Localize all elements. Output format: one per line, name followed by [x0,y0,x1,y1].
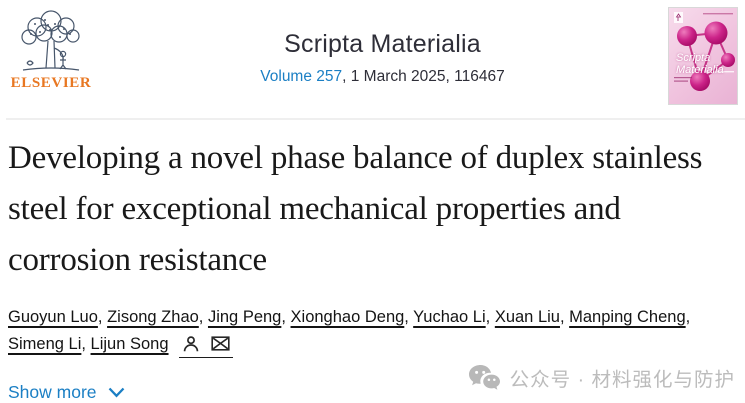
person-icon[interactable] [182,335,200,353]
envelope-icon[interactable] [210,336,230,351]
issue-line: Volume 257, 1 March 2025, 116467 [97,68,668,86]
author-link[interactable]: Zisong Zhao [107,308,199,327]
author-link[interactable]: Lijun Song [90,334,169,353]
author-list: Guoyun Luo, Zisong Zhao, Jing Peng, Xion… [8,308,691,353]
show-more-button[interactable]: Show more [8,382,125,403]
header-divider [6,118,745,120]
author-link[interactable]: Jing Peng [207,308,282,327]
author-link[interactable]: Guoyun Luo [8,308,98,327]
chevron-down-icon [108,387,125,398]
author-link[interactable]: Manping Cheng [569,308,686,327]
elsevier-wordmark: ELSEVIER [10,75,92,91]
elsevier-tree-icon [5,10,97,74]
author-detail-buttons[interactable] [178,335,233,358]
elsevier-logo: ELSEVIER [5,7,97,92]
author-link[interactable]: Simeng Li [8,334,82,353]
author-link[interactable]: Yuchao Li [413,308,486,327]
journal-cover-thumbnail[interactable]: Scripta Materialia [668,7,738,105]
article-title: Developing a novel phase balance of dupl… [8,140,703,278]
author-link[interactable]: Xuan Liu [494,308,560,327]
volume-link[interactable]: Volume 257 [260,68,343,85]
author-link[interactable]: Xionghao Deng [290,308,405,327]
author-line: Guoyun Luo, Zisong Zhao, Jing Peng, Xion… [8,304,713,358]
journal-title-link[interactable]: Scripta Materialia [284,30,481,58]
show-more-label: Show more [8,381,97,402]
issue-info: , 1 March 2025, 116467 [342,68,505,85]
page-header: ELSEVIER Scripta Materialia Volume 257, … [0,0,745,118]
article-header: Developing a novel phase balance of dupl… [0,133,745,403]
